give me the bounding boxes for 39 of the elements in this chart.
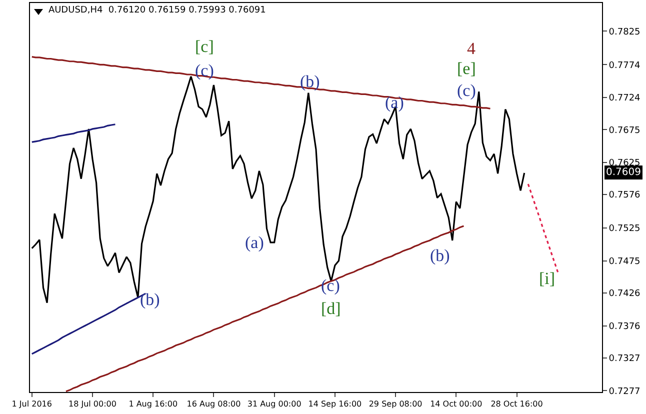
y-tick-label: 0.7724	[608, 94, 641, 104]
x-tick-label: 16 Aug 08:00	[186, 400, 241, 409]
x-tick-label: 18 Jul 00:00	[68, 400, 116, 409]
annotation: 4	[467, 39, 476, 58]
y-tick-label: 0.7825	[608, 27, 640, 38]
y-tick-label: 0.7426	[608, 289, 641, 300]
y-tick-label: 0.7774	[608, 60, 641, 71]
x-tick-label: 1 Jul 2016	[12, 400, 52, 409]
y-tick-label: 0.7475	[608, 256, 640, 267]
y-tick-label: 0.7576	[608, 190, 641, 201]
x-tick-label: 31 Aug 00:00	[247, 400, 302, 409]
y-tick-label: 0.7675	[608, 126, 640, 136]
y-tick-label: 0.7277	[608, 386, 640, 397]
annotation: [d]	[321, 299, 341, 318]
text: 0.7609	[606, 167, 641, 178]
annotation: (c)	[321, 276, 340, 295]
x-tick-label: 28 Oct 16:00	[490, 400, 543, 409]
chart-title: AUDUSD,H4 0.76120 0.76159 0.75993 0.76091	[48, 6, 266, 16]
x-tick-label: 14 Sep 16:00	[308, 400, 362, 409]
annotation: [i]	[539, 269, 556, 288]
y-tick-label: 0.7625	[608, 158, 640, 169]
annotation: (b)	[430, 246, 450, 265]
y-tick-label: 0.7376	[608, 322, 641, 332]
y-tick-label: 0.7525	[608, 224, 640, 234]
line-series	[65, 225, 465, 392]
annotation: [e]	[457, 59, 476, 78]
annotation: (c)	[457, 81, 476, 100]
x-tick-label: 1 Aug 16:00	[128, 400, 178, 409]
annotation: [c]	[195, 37, 214, 56]
line-series	[31, 124, 116, 143]
x-tick-label: 29 Sep 08:00	[368, 400, 422, 409]
annotation: (a)	[245, 233, 264, 252]
annotation: (c)	[195, 61, 214, 80]
annotation: (b)	[300, 72, 320, 91]
line-series	[31, 56, 492, 110]
annotation: (a)	[385, 93, 404, 112]
y-tick-label: 0.7327	[608, 354, 640, 364]
annotation: (b)	[140, 290, 160, 309]
x-tick-label: 14 Oct 00:00	[430, 400, 482, 409]
